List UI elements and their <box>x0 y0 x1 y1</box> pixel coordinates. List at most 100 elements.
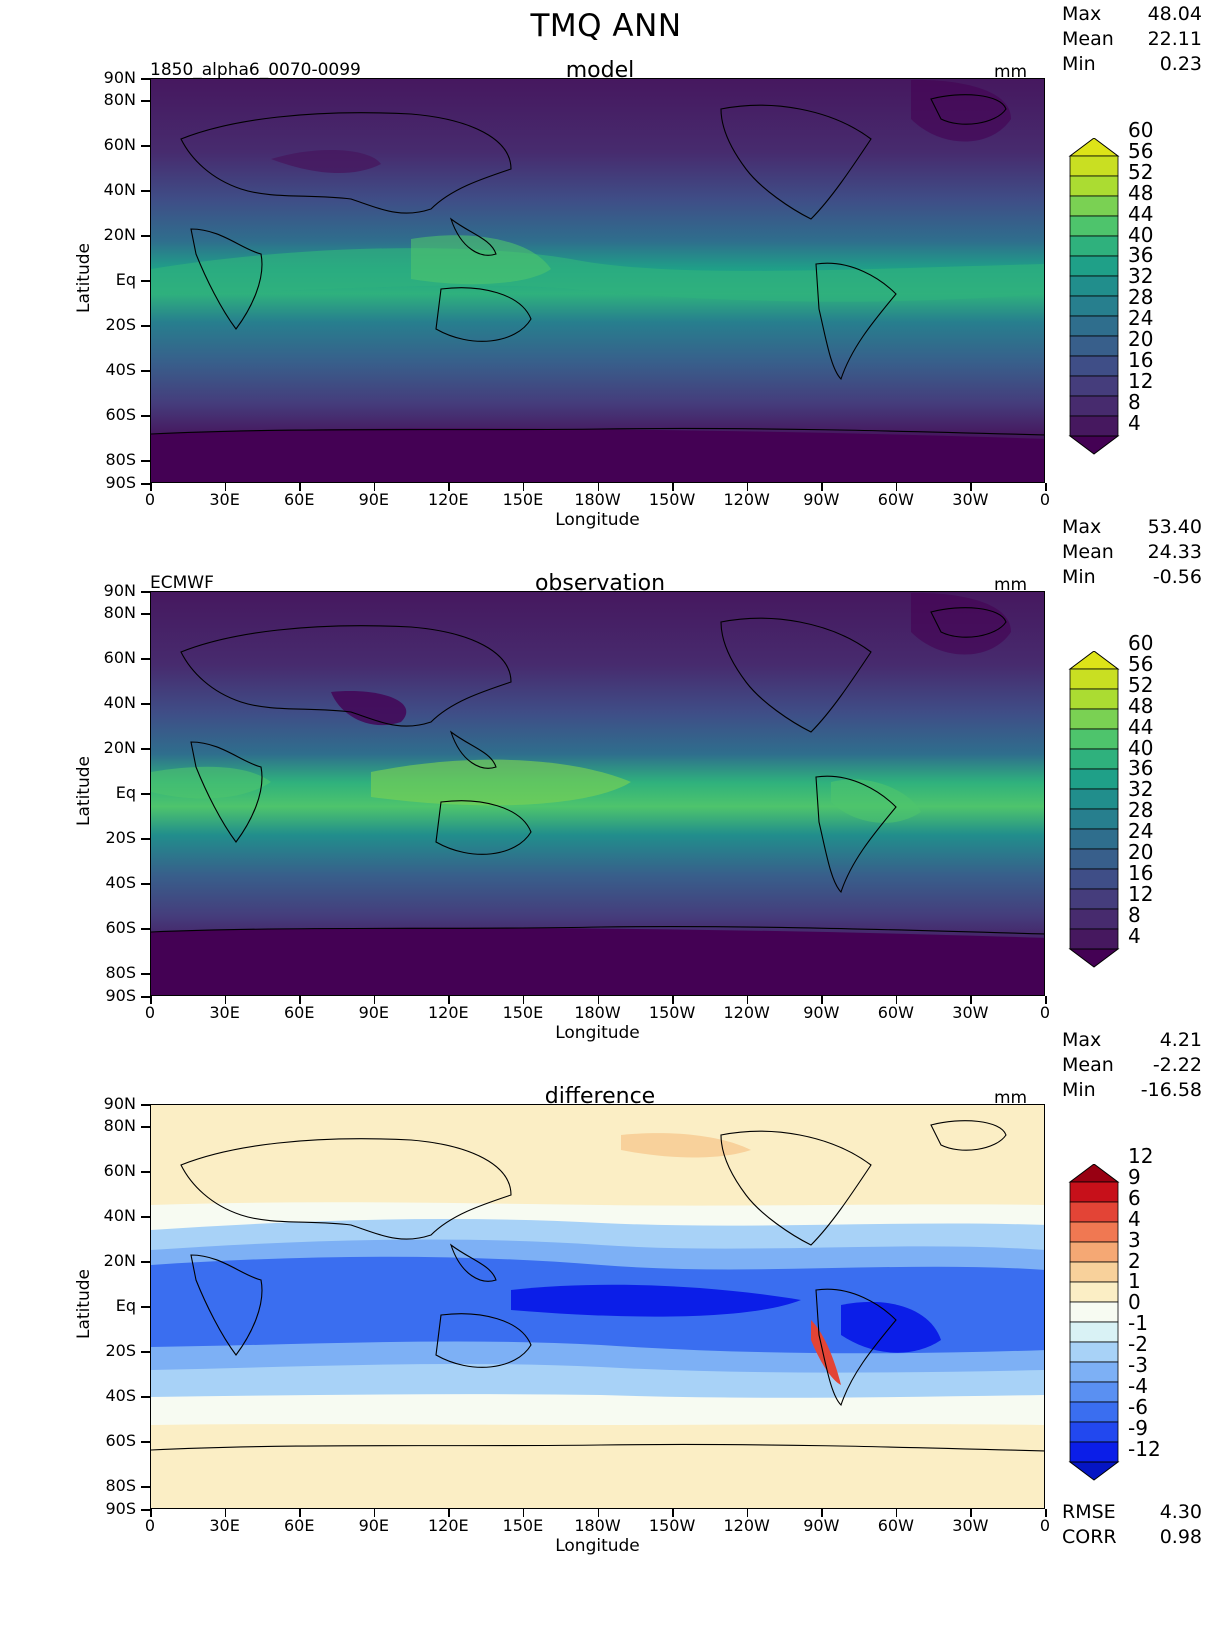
y-tick-label: 60S <box>105 405 136 424</box>
y-tick-label: 40N <box>103 693 136 712</box>
y-tick-mark <box>141 190 150 192</box>
y-tick-mark <box>141 1509 150 1511</box>
x-tick-mark <box>299 483 301 491</box>
cbar-label: 60 <box>1128 631 1154 655</box>
x-tick-mark <box>821 483 823 491</box>
cbar-label: 6 <box>1128 1185 1141 1210</box>
cbar-label: -9 <box>1128 1415 1148 1440</box>
x-tick-label: 90E <box>358 1516 390 1535</box>
y-tick-label: 80S <box>105 963 136 982</box>
x-tick-label: 60E <box>283 490 315 509</box>
cbar-label: 3 <box>1128 1227 1141 1252</box>
x-tick-mark <box>1045 1509 1047 1517</box>
colorbar <box>1068 137 1120 458</box>
y-tick-mark <box>141 996 150 998</box>
x-tick-mark <box>150 483 152 491</box>
error-stats: RMSE 4.30 CORR 0.98 <box>1062 1500 1202 1550</box>
units-label: mm <box>994 575 1028 595</box>
figure-title: TMQ ANN <box>530 8 682 44</box>
min-label: Min <box>1062 1079 1096 1101</box>
x-tick-mark <box>672 1509 674 1517</box>
y-tick-mark <box>141 591 150 593</box>
cbar-label: 16 <box>1128 347 1154 372</box>
cbar-label: 52 <box>1128 672 1154 697</box>
panel-model: 1850_alpha6_0070-0099 model mm Max 48.04 … <box>0 3 1212 588</box>
y-tick-mark <box>141 748 150 750</box>
x-tick-label: 0 <box>144 1516 156 1535</box>
y-tick-mark <box>141 460 150 462</box>
mean-value: 22.11 <box>1147 28 1202 50</box>
x-tick-mark <box>373 1509 376 1517</box>
y-tick-label: 40S <box>105 360 136 379</box>
cbar-label: 12 <box>1128 881 1154 906</box>
cbar-label: 56 <box>1128 651 1154 676</box>
y-tick-mark <box>141 1441 150 1443</box>
x-tick-label: 120W <box>723 1003 770 1022</box>
corr-value: 0.98 <box>1159 1526 1202 1548</box>
stats-block: Max 48.04 Mean 22.11 Min 0.23 <box>1062 2 1202 77</box>
colorbar-labels: 60 56 52 48 44 40 36 32 28 24 20 16 12 8… <box>1128 633 1153 947</box>
x-tick-label: 120W <box>723 490 770 509</box>
y-tick-label: Eq <box>115 270 136 289</box>
colorbar <box>1068 650 1120 971</box>
x-tick-label: 150W <box>648 1516 696 1535</box>
x-tick-label: 150E <box>502 1003 544 1022</box>
y-tick-label: 80N <box>103 603 136 622</box>
panel-observation: ECMWF observation mm Max 53.40 Mean 24.33 … <box>0 516 1212 1101</box>
x-axis-label: Longitude <box>555 1536 640 1556</box>
y-tick-label: 60N <box>103 1161 136 1180</box>
x-tick-label: 30E <box>209 490 240 509</box>
max-label: Max <box>1062 516 1102 538</box>
x-tick-mark <box>224 483 227 491</box>
x-tick-mark <box>224 996 227 1004</box>
y-tick-mark <box>141 973 150 975</box>
cbar-label: -2 <box>1128 1332 1148 1357</box>
y-tick-mark <box>141 1261 150 1263</box>
y-tick-mark <box>141 883 150 885</box>
y-tick-label: 40N <box>103 1206 136 1225</box>
x-tick-mark <box>970 996 972 1004</box>
case-label: ECMWF <box>150 573 214 593</box>
cbar-label: -6 <box>1128 1394 1148 1419</box>
y-tick-label: 20S <box>105 315 136 334</box>
colorbar <box>1068 1163 1120 1484</box>
x-tick-label: 90W <box>803 1516 840 1535</box>
max-value: 4.21 <box>1159 1029 1202 1051</box>
colorbar-labels: 12 9 6 4 3 2 1 0 -1 -2 -3 -4 -6 -9 -12 <box>1128 1146 1161 1460</box>
y-tick-label: 20S <box>105 828 136 847</box>
x-tick-mark <box>597 1509 599 1517</box>
x-tick-label: 60E <box>283 1003 315 1022</box>
min-label: Min <box>1062 53 1096 75</box>
cbar-label: 60 <box>1128 118 1154 142</box>
x-tick-mark <box>597 996 599 1004</box>
x-tick-mark <box>448 1509 450 1517</box>
cbar-label: 9 <box>1128 1164 1141 1189</box>
map-observation <box>150 591 1045 996</box>
x-tick-mark <box>299 1509 301 1517</box>
x-tick-mark <box>522 1509 525 1517</box>
y-tick-label: Eq <box>115 783 136 802</box>
cbar-label: -12 <box>1128 1436 1161 1461</box>
y-tick-mark <box>141 1171 150 1173</box>
x-tick-label: 120E <box>427 490 469 509</box>
max-value: 48.04 <box>1147 3 1202 25</box>
y-tick-label: 20N <box>103 225 136 244</box>
coastlines <box>151 94 1044 436</box>
cbar-label: 32 <box>1128 777 1154 802</box>
y-tick-mark <box>141 1396 150 1398</box>
y-tick-mark <box>141 613 150 615</box>
map-field <box>151 1105 1044 1508</box>
rmse-label: RMSE <box>1062 1501 1116 1523</box>
colorbar-swatches <box>1068 1163 1120 1481</box>
y-tick-label: 80S <box>105 1476 136 1495</box>
y-tick-mark <box>141 280 150 282</box>
x-tick-label: 120E <box>427 1003 469 1022</box>
mean-label: Mean <box>1062 541 1114 563</box>
y-tick-label: 40S <box>105 873 136 892</box>
x-tick-label: 150W <box>648 490 696 509</box>
y-tick-label: 90S <box>105 986 136 1005</box>
x-tick-label: 0 <box>1039 1516 1051 1535</box>
x-tick-mark <box>373 483 376 491</box>
x-tick-mark <box>746 1509 749 1517</box>
x-tick-label: 150W <box>648 1003 696 1022</box>
